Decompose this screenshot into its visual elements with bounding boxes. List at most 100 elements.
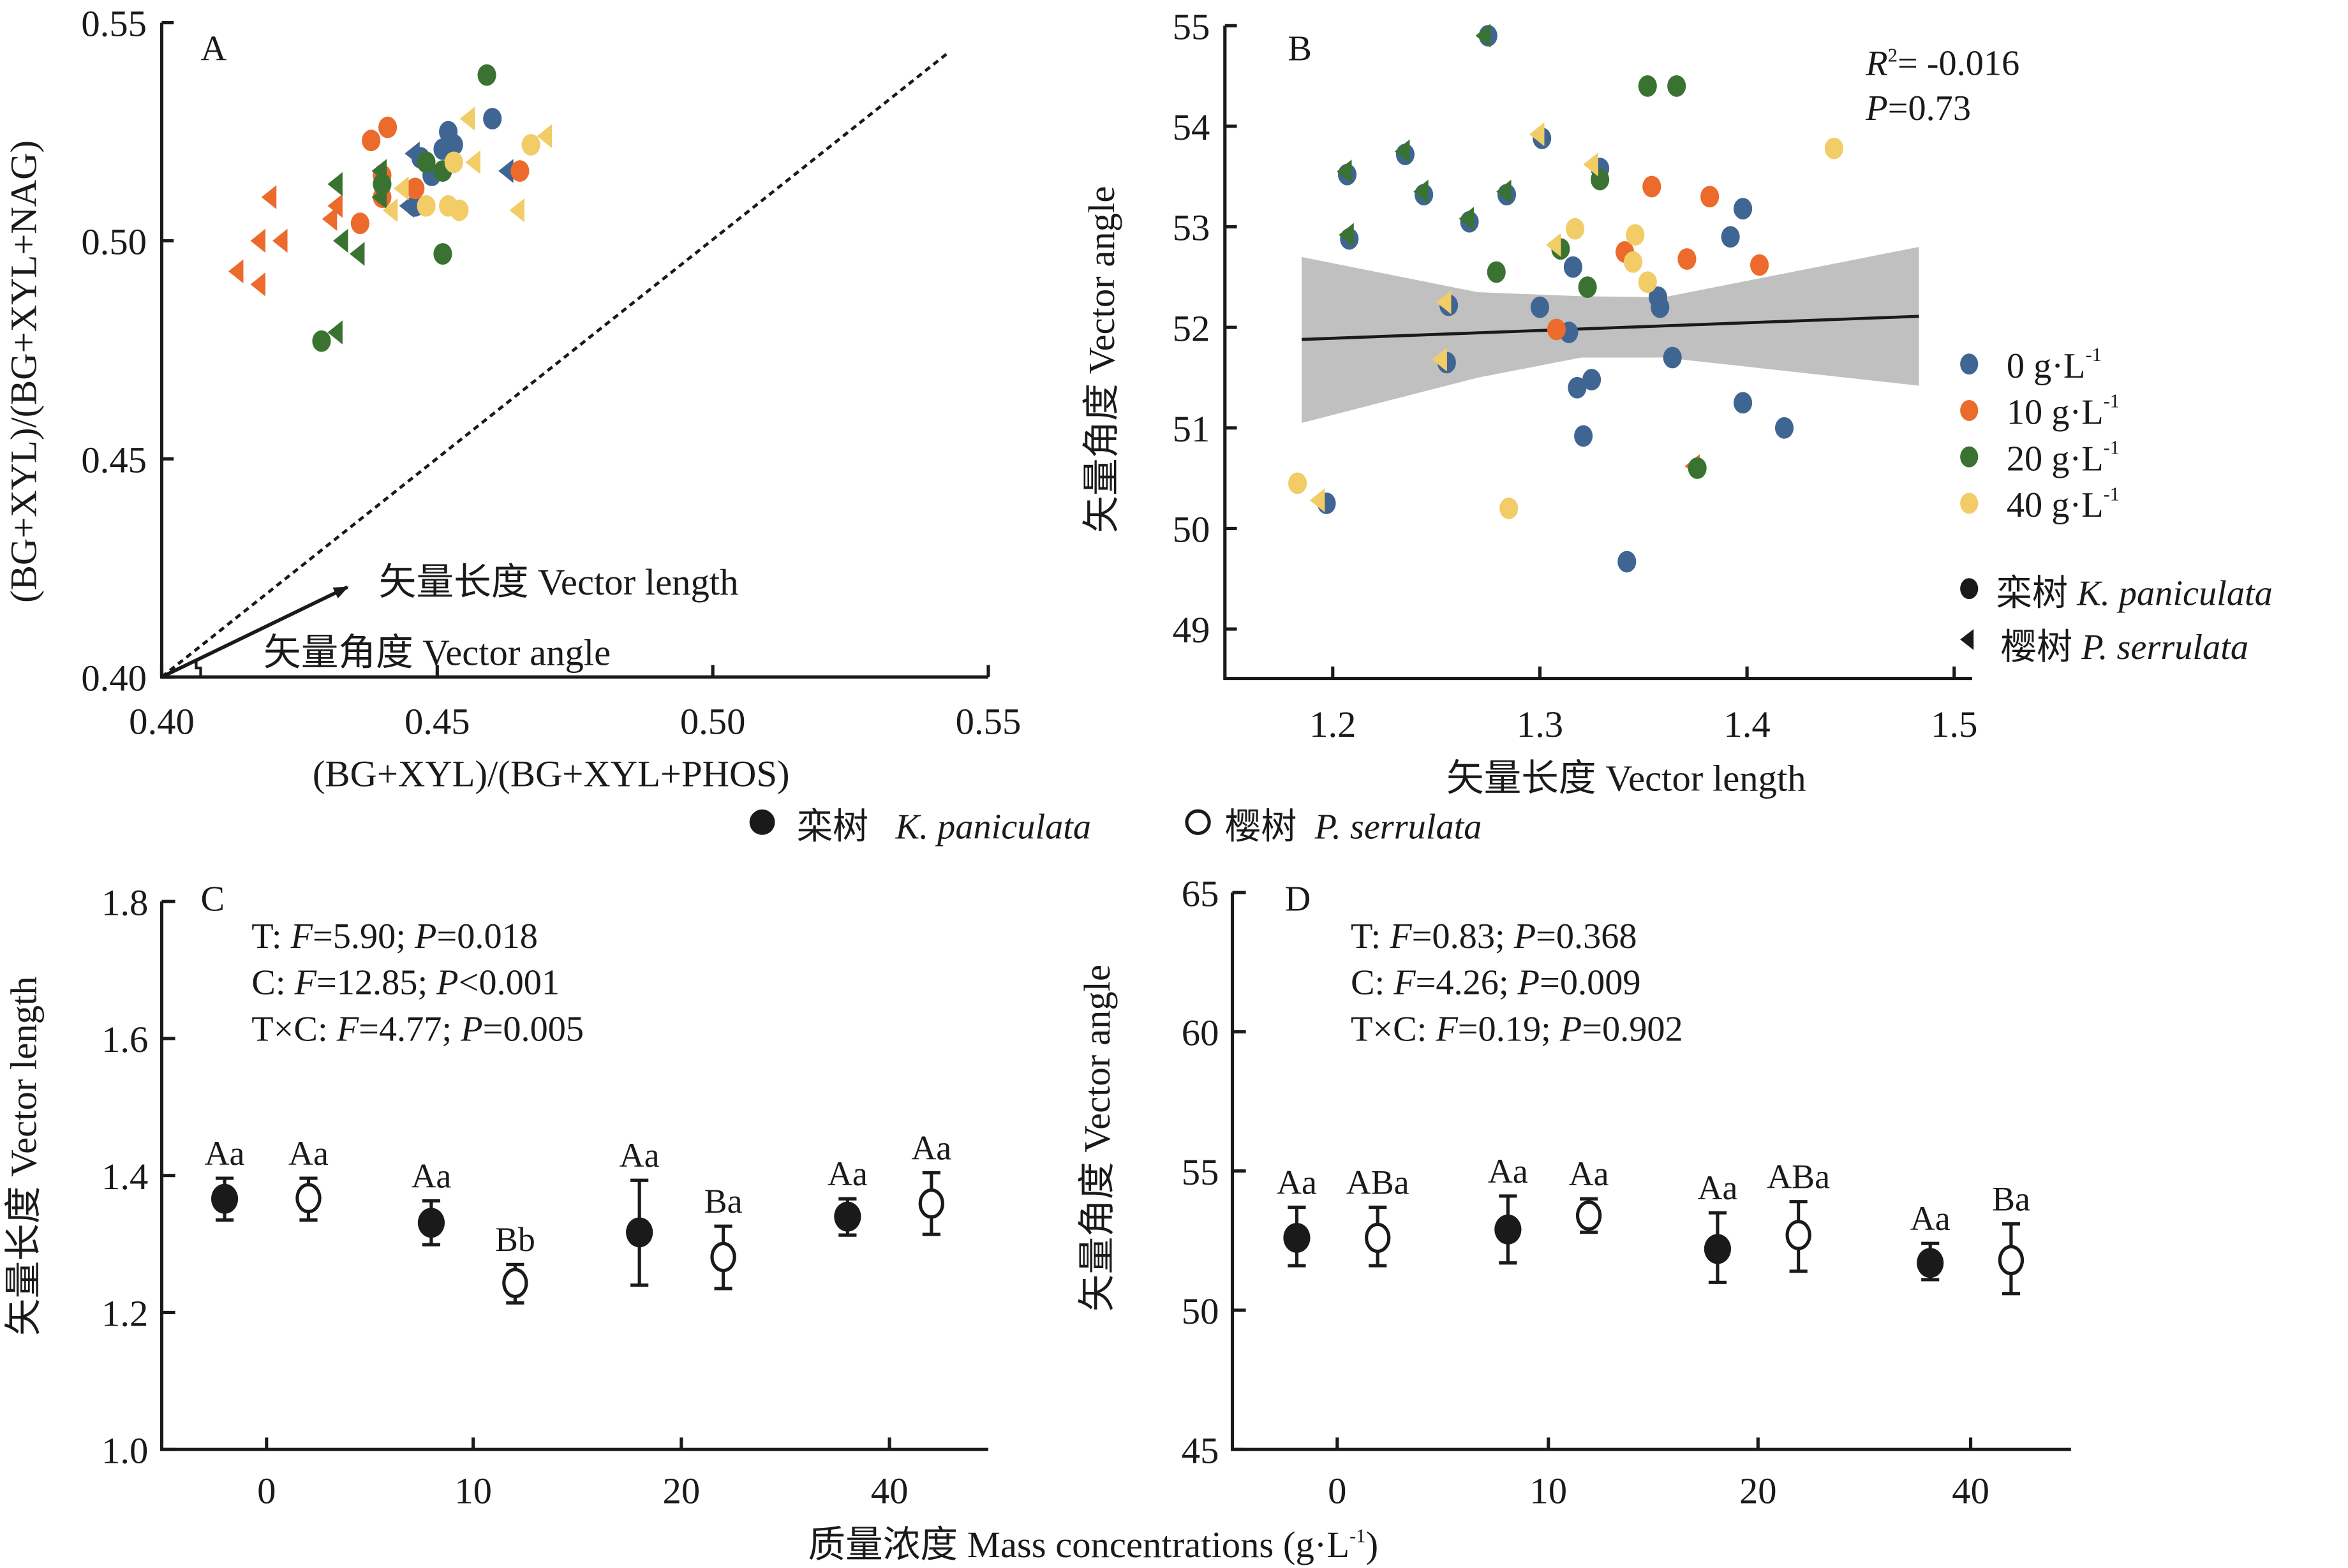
panel-a-point-circle — [362, 129, 381, 152]
legend-conc-label: 20 g·L-1 — [2007, 436, 2120, 478]
panel-b-point-circle — [1721, 226, 1740, 248]
x-tick-label: 40 — [871, 1470, 909, 1512]
panel-b-point-circle — [1688, 457, 1707, 479]
panel-a-point-circle — [477, 64, 496, 86]
significance-label: Aa — [1277, 1163, 1317, 1201]
mean-point-open — [710, 1241, 736, 1273]
panel-a-point-triangle — [349, 242, 365, 266]
panel-b-point-triangle — [1436, 290, 1452, 314]
panel-b-y-tick-label: 52 — [1173, 307, 1210, 349]
vector-angle-arc — [193, 660, 202, 677]
panel-b-point-triangle — [1529, 122, 1545, 147]
panel-a-points — [228, 64, 553, 352]
panel-b-point-circle — [1487, 261, 1506, 283]
panel-a-point-circle — [483, 108, 502, 129]
regression-line — [1301, 314, 1919, 341]
panel-a-y-tick-label: 0.55 — [81, 3, 147, 45]
panel-b-point-triangle — [1475, 24, 1491, 48]
panel-b-axes — [1223, 26, 1972, 681]
mean-point-open — [918, 1188, 944, 1219]
filled-marker-icon — [749, 809, 775, 835]
panel-b-point-circle — [1574, 425, 1593, 447]
mean-point-open — [1365, 1222, 1391, 1254]
panel-a-point-circle — [433, 243, 452, 265]
panel-b-point-circle — [1774, 417, 1794, 439]
significance-label: Aa — [1910, 1199, 1950, 1238]
mean-point-filled — [417, 1208, 445, 1238]
panel-a-point-triangle — [250, 228, 265, 253]
panel-a-letter: A — [200, 29, 227, 68]
y-tick-label: 1.4 — [101, 1156, 148, 1197]
panel-a-point-triangle — [465, 150, 480, 175]
x-tick-label: 10 — [1529, 1470, 1567, 1512]
y-tick-label: 65 — [1182, 873, 1219, 914]
x-tick-label: 20 — [1739, 1470, 1777, 1512]
shared-x-label: 质量浓度 Mass concentrations (g·L-1) — [808, 1524, 1378, 1565]
mean-point-filled — [1494, 1214, 1522, 1245]
panel-a-point-circle — [350, 212, 369, 235]
significance-label: Aa — [911, 1128, 951, 1167]
panel-d-y-label: 矢量角度 Vector angle — [1076, 965, 1118, 1312]
significance-label: Aa — [828, 1155, 868, 1193]
panel-b-point-circle — [1700, 186, 1720, 208]
panel-b-point-circle — [1578, 276, 1597, 299]
panel-a-y-tick-label: 0.50 — [81, 221, 147, 263]
x-tick-label: 20 — [663, 1470, 701, 1512]
vector-angle-annotation: 矢量角度 Vector angle — [264, 632, 611, 673]
panel-b-point-triangle — [1339, 223, 1354, 247]
legend-color-swatch — [1960, 446, 1979, 468]
y-tick-label: 1.2 — [101, 1293, 148, 1335]
panel-a-x-tick-label: 0.55 — [956, 700, 1022, 742]
mean-point-filled — [211, 1183, 239, 1214]
panel-b-point-circle — [1617, 551, 1637, 573]
panel-b-point-circle — [1638, 75, 1657, 97]
panel-a-y-label: (BG+XYL)/(BG+XYL+NAG) — [3, 140, 44, 603]
panel-b-point-circle — [1667, 75, 1686, 97]
p-value-stat: P=0.73 — [1865, 89, 1971, 128]
legend-color-swatch — [1960, 353, 1979, 375]
panel-b-point-circle — [1677, 248, 1697, 270]
x-tick-label: 0 — [1328, 1470, 1346, 1512]
legend-species-label: 樱树 P. serrulata — [2001, 628, 2249, 667]
x-tick-label: 10 — [454, 1470, 492, 1512]
panel-d-letter: D — [1285, 879, 1311, 919]
panel-a-point-triangle — [405, 141, 420, 166]
legend-filled-cn: 栾树 — [797, 808, 869, 847]
panel-a-point-circle — [312, 330, 331, 352]
mean-point-filled — [1917, 1248, 1944, 1278]
panel-b-point-circle — [1651, 296, 1670, 318]
panel-a-point-circle — [450, 199, 469, 221]
panel-a-x-label: (BG+XYL)/(BG+XYL+PHOS) — [313, 753, 790, 795]
panel-a-point-triangle — [371, 185, 387, 209]
panel-b-y-tick-label: 55 — [1173, 6, 1210, 47]
mean-point-open — [502, 1268, 528, 1299]
mean-point-open — [1575, 1200, 1602, 1231]
panel-b-y-tick-label: 50 — [1173, 509, 1210, 551]
legend-conc-label: 40 g·L-1 — [2007, 483, 2120, 525]
panel-a-point-triangle — [272, 228, 288, 253]
panel-b-point-triangle — [1309, 488, 1325, 513]
y-tick-label: 50 — [1182, 1291, 1219, 1332]
species-legend: 栾树 K. paniculata 樱树 P. serrulata — [749, 808, 1482, 847]
legend-conc-label: 10 g·L-1 — [2007, 390, 2120, 433]
panel-b-y-label: 矢量角度 Vector angle — [1081, 186, 1122, 533]
legend-open-latin: P. serrulata — [1314, 808, 1482, 847]
x-tick-label: 40 — [1952, 1470, 1989, 1512]
panel-b-y-tick-label: 54 — [1173, 107, 1210, 148]
legend-conc-label: 0 g·L-1 — [2007, 344, 2102, 386]
y-tick-label: 1.6 — [101, 1019, 148, 1060]
x-tick-label: 0 — [257, 1470, 276, 1512]
panel-b-point-circle — [1568, 376, 1587, 399]
mean-point-open — [1785, 1220, 1811, 1250]
panel-a-point-triangle — [228, 259, 244, 284]
mean-point-open — [295, 1183, 322, 1213]
r-squared-stat: R2= -0.016 — [1865, 44, 2019, 84]
mean-point-filled — [626, 1217, 653, 1248]
panel-a-point-triangle — [261, 185, 277, 209]
panel-b-letter: B — [1288, 29, 1312, 68]
panel-a-x-tick-label: 0.45 — [405, 700, 470, 742]
panel-a-point-triangle — [327, 320, 343, 344]
significance-label: Aa — [1488, 1152, 1528, 1190]
panel-b-point-circle — [1824, 137, 1844, 159]
